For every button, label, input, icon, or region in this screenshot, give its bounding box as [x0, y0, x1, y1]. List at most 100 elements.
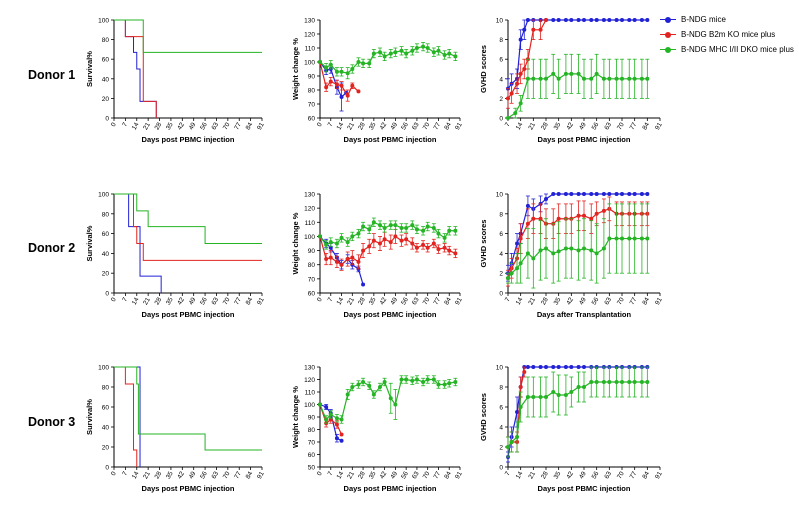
x-tick-label: 14	[515, 296, 525, 306]
data-point	[551, 192, 556, 196]
data-point	[556, 76, 561, 81]
data-point	[350, 255, 355, 260]
data-point	[518, 71, 523, 76]
x-tick-label: 42	[565, 470, 575, 480]
x-tick-label: 91	[654, 121, 664, 131]
x-tick-label: 14	[336, 470, 346, 480]
survival-line	[114, 366, 138, 467]
data-point	[447, 51, 452, 56]
data-point	[601, 76, 606, 81]
data-point	[436, 231, 441, 236]
data-point	[382, 380, 387, 384]
data-point	[632, 236, 637, 241]
x-tick-label: 77	[629, 121, 639, 131]
x-axis-title: Days post PBMC injection	[538, 484, 631, 493]
y-tick-label: 20	[102, 271, 110, 278]
x-tick-label: 28	[357, 121, 367, 131]
data-point	[627, 18, 632, 22]
y-tick-label: 130	[304, 18, 315, 25]
data-point	[318, 60, 322, 64]
data-point	[339, 417, 344, 422]
y-tick-label: 40	[102, 76, 110, 83]
data-point	[371, 392, 376, 397]
x-tick-label: 14	[131, 296, 141, 306]
data-point	[538, 395, 543, 399]
x-tick-label: 21	[142, 296, 152, 306]
x-tick-label: 70	[222, 121, 232, 131]
x-tick-label: 42	[565, 121, 575, 131]
data-point	[614, 236, 619, 241]
x-tick-label: 84	[245, 121, 255, 131]
y-axis-title: GVHD scores	[479, 393, 488, 441]
x-tick-label: 84	[245, 296, 255, 306]
data-point	[388, 396, 393, 401]
data-point	[589, 216, 594, 221]
x-tick-label: 49	[578, 121, 588, 131]
data-point	[350, 67, 355, 71]
legend-label: B-NDG mice	[681, 15, 726, 24]
data-point	[594, 211, 599, 216]
y-tick-label: 80	[308, 262, 316, 269]
data-point	[431, 241, 436, 246]
data-point	[324, 405, 329, 409]
x-tick-label: 42	[379, 296, 389, 306]
data-point	[525, 365, 530, 369]
data-point	[414, 46, 419, 50]
data-point	[582, 76, 586, 81]
data-point	[378, 385, 382, 389]
survival-line	[114, 193, 262, 261]
data-point	[531, 216, 536, 221]
chart-panel: 0 2 4 6 8 10 7 14 21 28 35 42 49 56 63 70 77 84 91 Days aft…	[479, 192, 664, 320]
y-tick-label: 2	[499, 445, 503, 452]
x-tick-label: 91	[256, 296, 266, 306]
data-point	[582, 213, 586, 218]
x-tick-label: 21	[142, 121, 152, 131]
y-tick-label: 0	[499, 291, 503, 298]
x-tick-label: 28	[357, 296, 367, 306]
y-tick-label: 8	[499, 211, 503, 218]
series-line	[319, 45, 456, 74]
donor-label-2: Donor 2	[28, 241, 76, 255]
x-tick-label: 14	[515, 121, 525, 131]
x-tick-label: 7	[327, 470, 335, 477]
data-point	[544, 246, 548, 251]
data-point	[525, 251, 530, 256]
data-point	[556, 365, 561, 369]
x-axis-title: Days post PBMC injection	[344, 484, 437, 493]
x-tick-label: 63	[603, 121, 613, 131]
y-axis-title: Weight change %	[291, 38, 300, 100]
y-tick-label: 90	[308, 248, 316, 255]
data-point	[404, 225, 409, 230]
data-point	[334, 69, 339, 74]
data-point	[318, 234, 322, 239]
x-tick-label: 91	[454, 121, 464, 131]
x-tick-label: 28	[154, 121, 164, 131]
data-point	[421, 380, 426, 384]
data-point	[399, 48, 404, 53]
data-point	[518, 37, 523, 42]
data-point	[324, 65, 329, 70]
data-point	[556, 18, 561, 22]
data-point	[328, 245, 333, 250]
data-point	[531, 395, 536, 399]
legend-entry: B-NDG MHC I/II DKO mice plus	[660, 42, 794, 57]
x-tick-label: 35	[368, 470, 378, 480]
data-point	[607, 18, 612, 22]
data-point	[506, 276, 510, 281]
y-tick-label: 0	[105, 291, 109, 298]
y-tick-label: 6	[499, 57, 503, 64]
x-tick-label: 21	[346, 121, 356, 131]
data-point	[601, 246, 606, 251]
data-point	[594, 251, 599, 256]
data-point	[414, 377, 419, 382]
data-point	[569, 365, 574, 369]
series-line	[507, 366, 648, 458]
x-tick-label: 63	[211, 470, 221, 480]
x-tick-label: 49	[578, 296, 588, 306]
x-tick-label: 14	[131, 121, 141, 131]
x-tick-label: 56	[591, 470, 601, 480]
data-point	[356, 89, 361, 94]
x-tick-label: 77	[629, 296, 639, 306]
data-point	[442, 245, 447, 250]
data-point	[614, 76, 619, 81]
